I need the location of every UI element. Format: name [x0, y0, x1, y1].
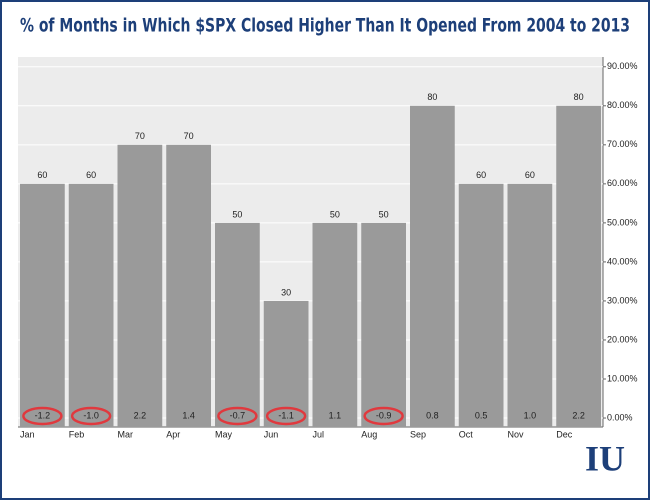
highlight-circle — [22, 406, 63, 426]
value-label: 60 — [525, 170, 535, 180]
bar — [458, 183, 504, 427]
bottom-label: 2.2 — [572, 410, 585, 420]
y-tick-label: 60.00% — [607, 178, 638, 188]
value-label: 50 — [379, 209, 389, 219]
value-label: 80 — [574, 92, 584, 102]
bottom-label: 2.2 — [134, 410, 147, 420]
value-label: 30 — [281, 287, 291, 297]
value-label: 50 — [330, 209, 340, 219]
bottom-label: -0.7 — [230, 410, 246, 420]
x-tick-label: Jul — [313, 429, 325, 439]
y-tick-label: 10.00% — [607, 373, 638, 383]
bar — [263, 300, 309, 427]
value-label: 60 — [37, 170, 47, 180]
y-tick-label: 40.00% — [607, 256, 638, 266]
bottom-label: 1.1 — [329, 410, 342, 420]
bottom-label: 0.5 — [475, 410, 488, 420]
chart-title: % of Months in Which $SPX Closed Higher … — [20, 15, 630, 37]
value-label: 50 — [232, 209, 242, 219]
bottom-label: 0.8 — [426, 410, 439, 420]
bottom-label: -1.1 — [278, 410, 294, 420]
x-tick-label: Jan — [20, 429, 35, 439]
x-tick-label: Apr — [166, 429, 180, 439]
highlight-circle — [70, 406, 112, 426]
value-label: 60 — [86, 170, 96, 180]
y-tick-label: 50.00% — [607, 217, 638, 227]
x-tick-label: Oct — [459, 429, 474, 439]
x-tick-label: Feb — [69, 429, 85, 439]
y-tick-label: 0.00% — [607, 412, 633, 422]
bottom-label: 1.0 — [524, 410, 537, 420]
x-tick-label: Sep — [410, 429, 426, 439]
bar — [361, 222, 406, 427]
bottom-label: -0.9 — [376, 410, 392, 420]
bar — [117, 144, 163, 427]
highlight-circle — [265, 406, 307, 426]
bar — [215, 222, 260, 427]
bar — [507, 183, 553, 427]
y-tick-label: 30.00% — [607, 295, 638, 305]
bottom-label: -1.0 — [83, 410, 99, 420]
logo: IU — [585, 438, 625, 478]
bar — [166, 144, 211, 427]
highlight-circle — [217, 406, 258, 426]
y-tick-label: 90.00% — [607, 61, 638, 71]
bottom-label: -1.2 — [35, 410, 51, 420]
x-tick-label: Mar — [118, 429, 134, 439]
y-tick-label: 70.00% — [607, 139, 638, 149]
bar — [20, 183, 65, 427]
bar — [312, 222, 358, 427]
bar — [68, 183, 114, 427]
x-tick-label: Jun — [264, 429, 279, 439]
highlight-circle — [363, 406, 404, 426]
value-label: 70 — [135, 131, 145, 141]
value-label: 70 — [184, 131, 194, 141]
x-tick-label: May — [215, 429, 233, 439]
x-tick-label: Dec — [556, 429, 573, 439]
value-label: 80 — [427, 92, 437, 102]
value-label: 60 — [476, 170, 486, 180]
bar — [556, 105, 601, 427]
y-tick-label: 80.00% — [607, 100, 638, 110]
bottom-label: 1.4 — [182, 410, 195, 420]
bar — [410, 105, 455, 427]
plot-area — [18, 57, 603, 427]
x-tick-label: Nov — [508, 429, 525, 439]
x-tick-label: Aug — [361, 429, 377, 439]
y-tick-label: 20.00% — [607, 334, 638, 344]
